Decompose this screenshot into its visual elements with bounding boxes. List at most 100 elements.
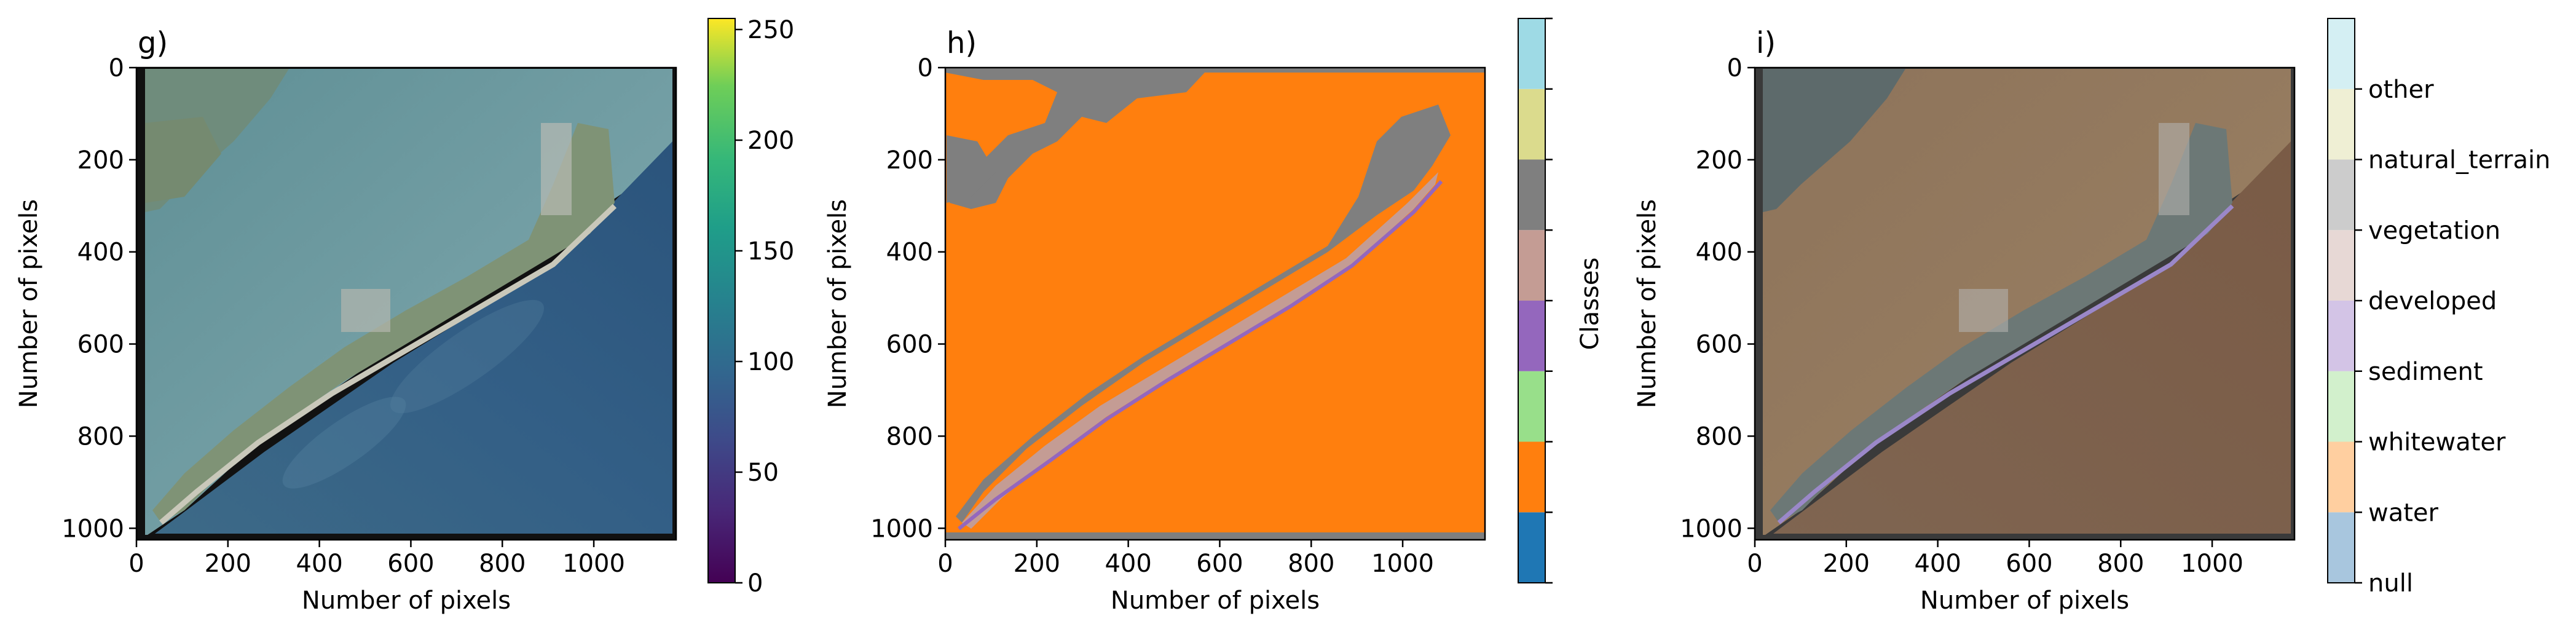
h-ytick-label: 1000	[870, 515, 933, 543]
g-cbar-tick-label: 200	[747, 127, 794, 155]
i-cbar-frame	[2327, 18, 2355, 583]
i-cbar-class-label: water	[2368, 499, 2439, 527]
panel-h-ylabel: Number of pixels	[824, 199, 852, 408]
panel-h-image	[945, 68, 1485, 540]
h-cbar-class-swatch	[1518, 512, 1545, 583]
h-xtick-label: 400	[1105, 550, 1151, 578]
panel-g-frame	[135, 66, 677, 541]
i-ytick-label: 1000	[1680, 515, 1743, 543]
panel-h-frame	[944, 66, 1486, 541]
g-xtick-label: 800	[479, 550, 526, 578]
i-xtick-label: 1000	[2181, 550, 2243, 578]
marsh-grey-1	[945, 73, 1205, 209]
g-ytick-label: 0	[109, 54, 124, 82]
panel-g-colorbar-ticks: 0 50 100 150 200 250	[735, 16, 794, 598]
barrier-island	[152, 123, 615, 523]
g-xtick-label: 600	[387, 550, 434, 578]
panel-i-colorbar: null water whitewater sediment developed vege…	[2327, 18, 2550, 598]
ocean-water	[155, 141, 672, 534]
h-cbar-class-swatch	[1518, 371, 1545, 442]
top-grey-band	[945, 68, 1485, 73]
h-cbar-class-swatch	[1518, 230, 1545, 301]
marsh-grey-2	[947, 135, 996, 203]
h-ytick-label: 600	[886, 331, 933, 359]
g-cbar-tick-label: 50	[747, 459, 779, 487]
h-cbar-frame	[1518, 18, 1546, 583]
surf-texture-2	[390, 299, 544, 414]
h-ytick-label: 200	[886, 146, 933, 175]
surf-texture	[282, 397, 406, 489]
h-cbar-class-swatch	[1518, 301, 1545, 371]
h-ytick-label: 800	[886, 422, 933, 451]
i-xtick-label: 0	[1747, 550, 1762, 578]
developed-block-2	[341, 289, 390, 332]
i-xtick-label: 600	[2006, 550, 2052, 578]
g-ytick-label: 400	[77, 239, 124, 267]
i-cbar-class-label: developed	[2368, 287, 2497, 315]
i-cbar-class-swatch	[2328, 301, 2355, 371]
i-cbar-class-label: whitewater	[2368, 429, 2506, 457]
panel-i-frame	[1754, 66, 2296, 541]
g-xtick-label: 0	[128, 550, 144, 578]
h-cbar-class-swatch	[1518, 18, 1545, 89]
i-cbar-class-label: vegetation	[2368, 216, 2500, 245]
g-xtick-label: 200	[205, 550, 251, 578]
h-xtick-label: 1000	[1371, 550, 1434, 578]
i-cbar-class-swatch	[2328, 512, 2355, 583]
overlay-developed-1	[2159, 123, 2189, 215]
h-xtick-label: 800	[1288, 550, 1334, 578]
overlay-developed-2	[1959, 289, 2008, 332]
i-ytick-label: 200	[1696, 146, 1743, 175]
i-cbar-class-label: other	[2368, 76, 2434, 104]
panel-g-xlabel: Number of pixels	[302, 587, 511, 615]
bottom-grey-band	[945, 532, 1485, 540]
i-ytick-label: 800	[1696, 422, 1743, 451]
marsh-area-2	[145, 117, 221, 203]
panel-i-ylabel: Number of pixels	[1633, 199, 1661, 408]
i-xtick-label: 400	[1914, 550, 1961, 578]
h-xtick-label: 200	[1014, 550, 1060, 578]
panel-g-letter: g)	[138, 26, 168, 60]
overlay-marsh	[1763, 69, 1905, 212]
h-cbar-class-swatch	[1518, 159, 1545, 231]
g-ytick-label: 1000	[61, 515, 124, 543]
developed-block-1	[541, 123, 572, 215]
panel-h-letter: h)	[947, 26, 977, 60]
g-xtick-label: 400	[296, 550, 342, 578]
barrier-grey	[956, 105, 1451, 523]
panel-i-xlabel: Number of pixels	[1920, 587, 2129, 615]
overlay-sediment-line	[1777, 204, 2234, 524]
g-cbar-tick-label: 250	[747, 16, 794, 44]
i-cbar-class-swatch	[2328, 159, 2355, 231]
i-ytick-label: 400	[1696, 239, 1743, 267]
panel-h-xlabel: Number of pixels	[1111, 587, 1320, 615]
i-cbar-class-swatch	[2328, 441, 2355, 513]
i-cbar-class-swatch	[2328, 371, 2355, 442]
panel-i-image	[1755, 68, 2294, 540]
vegetation-band	[962, 172, 1438, 529]
beach-line	[159, 203, 617, 525]
i-cbar-class-swatch	[2328, 18, 2355, 89]
i-cbar-class-swatch	[2328, 230, 2355, 301]
panel-i-letter: i)	[1756, 26, 1776, 60]
overlay-ocean	[1773, 141, 2291, 534]
i-cbar-class-label: sediment	[2368, 358, 2483, 386]
panel-g-colorbar	[707, 18, 736, 583]
i-xtick-label: 200	[1823, 550, 1870, 578]
g-ytick-label: 800	[77, 422, 124, 451]
h-cbar-class-swatch	[1518, 89, 1545, 160]
h-xtick-label: 0	[937, 550, 953, 578]
i-cbar-class-label: null	[2368, 569, 2413, 598]
sediment-line	[958, 180, 1443, 531]
g-cbar-tick-label: 100	[747, 348, 794, 376]
panel-g-ylabel: Number of pixels	[15, 199, 43, 408]
panel-g-image	[136, 68, 676, 540]
g-ytick-label: 200	[77, 146, 124, 175]
g-xtick-label: 1000	[562, 550, 625, 578]
